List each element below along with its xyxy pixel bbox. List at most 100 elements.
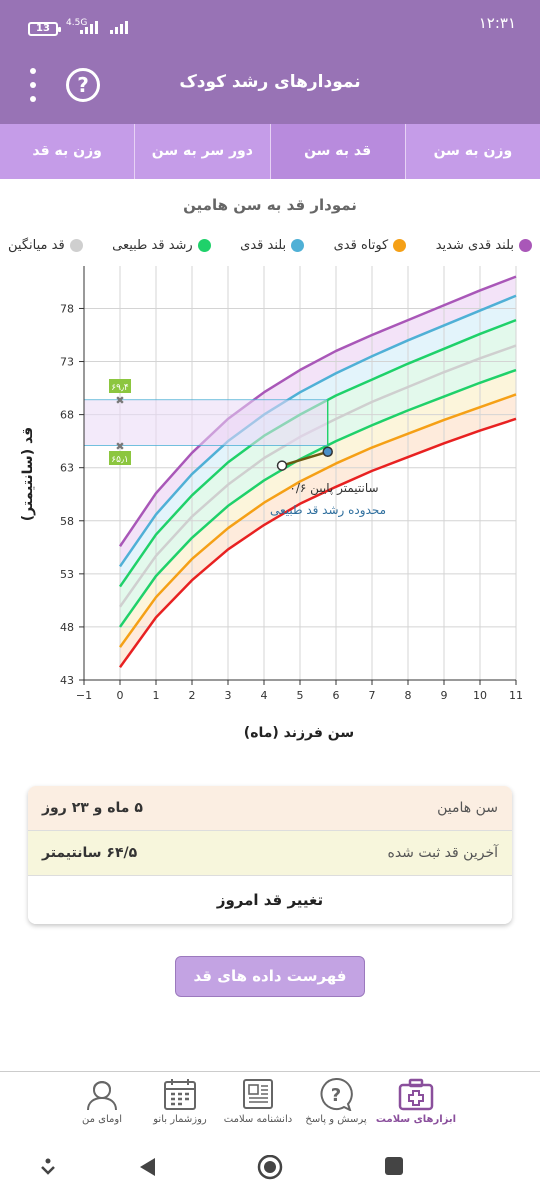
svg-text:?: ? xyxy=(331,1085,341,1106)
legend-item: قد میانگین xyxy=(8,234,83,256)
bottom-navigation: ابزارهای سلامت ? پرسش و پاسخ دانشنامه سل… xyxy=(0,1071,540,1143)
y-axis-label: قد (سانتیمتر) xyxy=(20,427,36,521)
age-label: سن هامین xyxy=(437,800,498,816)
x-tick-label: 8 xyxy=(405,689,412,702)
nav-profile[interactable]: اومای من xyxy=(54,1077,150,1125)
y-tick-label: 53 xyxy=(60,568,74,581)
x-tick-label: 0 xyxy=(117,689,124,702)
x-tick-label: 9 xyxy=(441,689,448,702)
x-tick-label: 7 xyxy=(369,689,376,702)
legend-dot-gray xyxy=(69,238,83,252)
chart-note-line2: محدوده رشد قد طبیعی xyxy=(270,503,386,518)
last-height-value: ۶۴/۵ سانتیمتر xyxy=(42,845,138,861)
x-tick-label: 6 xyxy=(333,689,340,702)
y-tick-label: 73 xyxy=(60,356,74,369)
lower-range-marker: ✖ ۶۵٫۱ xyxy=(109,440,131,465)
lower-range-value: ۶۵٫۱ xyxy=(111,455,128,465)
network-type: 4.5G xyxy=(66,18,88,28)
legend-item: بلند قدی شدید xyxy=(436,234,532,256)
legend-item: بلند قدی xyxy=(240,234,305,256)
upper-range-marker: ۶۹٫۴ ✖ xyxy=(109,379,131,407)
status-bar: 13 4.5G ۱۲:۳۱ xyxy=(0,0,540,46)
nav-calendar[interactable]: روزشمار بانو xyxy=(132,1077,228,1125)
x-tick-label: 11 xyxy=(509,689,523,702)
legend-label: بلند قدی شدید xyxy=(435,237,514,253)
percentile-line xyxy=(118,275,517,547)
signal-icon-2 xyxy=(110,20,128,34)
nav-questions[interactable]: ? پرسش و پاسخ xyxy=(288,1077,384,1125)
y-tick-label: 78 xyxy=(60,302,74,315)
x-tick-label: −1 xyxy=(76,689,92,702)
recents-icon[interactable] xyxy=(383,1155,405,1179)
y-tick-label: 63 xyxy=(60,462,74,475)
legend-item: کوتاه قدی xyxy=(334,234,407,256)
signal-icon xyxy=(80,20,98,34)
height-data-list-button[interactable]: فهرست داده های قد هامین xyxy=(175,956,365,1024)
y-tick-label: 48 xyxy=(60,621,74,634)
percentile-band xyxy=(120,370,516,648)
chart-title: نمودار قد به سن هامین xyxy=(183,196,357,214)
tab-weight-for-height[interactable]: وزن به قد xyxy=(32,143,102,159)
percentile-band xyxy=(120,276,516,567)
change-height-button[interactable]: تغییر قد امروز xyxy=(28,876,512,924)
percentile-line xyxy=(118,368,517,628)
nav-encyclopedia[interactable]: دانشنامه سلامت xyxy=(210,1077,306,1125)
last-height-row: آخرین قد ثبت شده ۶۴/۵ سانتیمتر xyxy=(28,831,512,876)
tab-weight-for-age[interactable]: وزن به سن xyxy=(404,124,540,179)
info-card: سن هامین ۵ ماه و ۲۳ روز آخرین قد ثبت شده… xyxy=(28,786,512,924)
age-value: ۵ ماه و ۲۳ روز xyxy=(42,800,143,816)
chart-note-line1: ۰/۶ سانتیمتر پایین xyxy=(289,481,378,496)
chart-legend: بلند قدی شدید کوتاه قدی بلند قدی رشد قد … xyxy=(8,234,532,256)
nav-health-tools[interactable]: ابزارهای سلامت xyxy=(368,1077,464,1125)
x-tick-label: 5 xyxy=(297,689,304,702)
percentile-band xyxy=(120,394,516,668)
last-height-label: آخرین قد ثبت شده xyxy=(387,845,499,861)
home-icon[interactable] xyxy=(256,1155,284,1183)
chart-tabs: وزن به سن قد به سن دور سر به سن وزن به ق… xyxy=(0,124,540,179)
percentile-line xyxy=(118,417,517,668)
legend-label: رشد قد طبیعی xyxy=(112,237,193,253)
child-point xyxy=(276,460,288,471)
x-tick-label: 2 xyxy=(189,689,196,702)
percentile-line xyxy=(118,294,517,568)
more-menu-icon[interactable] xyxy=(28,68,38,102)
y-tick-label: 58 xyxy=(60,515,74,528)
battery-icon: 13 xyxy=(28,22,61,36)
app-bar: ? نمودارهای رشد کودک xyxy=(0,46,540,124)
child-growth-line xyxy=(276,446,333,471)
y-tick-label: 68 xyxy=(60,409,74,422)
age-row: سن هامین ۵ ماه و ۲۳ روز xyxy=(28,786,512,831)
nav-label: اومای من xyxy=(82,1114,122,1125)
profile-icon xyxy=(87,1081,117,1111)
page-title: نمودارهای رشد کودک xyxy=(179,72,361,92)
percentile-band xyxy=(120,345,516,627)
nav-label: ابزارهای سلامت xyxy=(375,1114,457,1125)
calendar-icon xyxy=(164,1079,196,1110)
tab-height-for-age[interactable]: قد به سن xyxy=(269,124,405,179)
legend-label: بلند قدی xyxy=(240,237,287,253)
tab-head-circumference[interactable]: دور سر به سن xyxy=(134,124,269,179)
legend-label: قد میانگین xyxy=(8,237,65,253)
child-growth-segment xyxy=(281,450,329,467)
legend-dot-blue xyxy=(291,238,305,252)
nav-label: روزشمار بانو xyxy=(153,1114,207,1125)
percentile-band xyxy=(120,295,516,587)
x-axis-label: سن فرزند (ماه) xyxy=(244,725,354,741)
x-tick-label: 10 xyxy=(473,689,487,702)
help-icon[interactable]: ? xyxy=(66,68,100,102)
lower-range-x-icon: ✖ xyxy=(115,440,124,453)
nav-label: پرسش و پاسخ xyxy=(305,1114,367,1125)
normal-range-box xyxy=(83,399,329,446)
encyclopedia-icon xyxy=(243,1079,273,1109)
upper-range-x-icon: ✖ xyxy=(115,394,124,407)
keyboard-down-icon[interactable] xyxy=(38,1155,58,1179)
question-icon: ? xyxy=(320,1077,353,1111)
x-tick-label: 4 xyxy=(261,689,268,702)
back-icon[interactable] xyxy=(135,1155,159,1179)
child-point-current xyxy=(322,446,333,458)
legend-dot-purple xyxy=(519,238,532,252)
health-tools-icon xyxy=(398,1078,434,1111)
normal-range-highlight xyxy=(83,399,329,446)
